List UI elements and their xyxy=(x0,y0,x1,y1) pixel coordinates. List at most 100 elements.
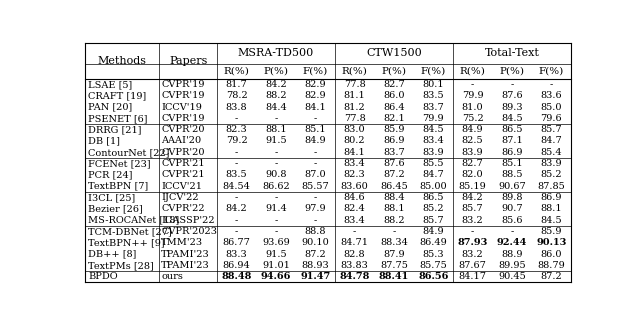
Text: 82.5: 82.5 xyxy=(462,137,483,146)
Text: CVPR'19: CVPR'19 xyxy=(161,114,205,123)
Text: PCR [24]: PCR [24] xyxy=(88,171,132,180)
Text: CVPR'21: CVPR'21 xyxy=(161,171,205,180)
Text: 79.9: 79.9 xyxy=(462,91,483,100)
Text: Papers: Papers xyxy=(169,56,207,66)
Text: 86.62: 86.62 xyxy=(262,182,290,191)
Text: 87.2: 87.2 xyxy=(305,250,326,259)
Text: 88.1: 88.1 xyxy=(541,204,562,213)
Text: TextPMs [28]: TextPMs [28] xyxy=(88,261,154,270)
Text: 83.83: 83.83 xyxy=(340,261,369,270)
Text: 84.1: 84.1 xyxy=(305,103,326,112)
Text: 83.2: 83.2 xyxy=(462,250,484,259)
Text: 88.8: 88.8 xyxy=(305,227,326,236)
Text: 90.45: 90.45 xyxy=(498,272,526,281)
Text: R(%): R(%) xyxy=(460,67,486,76)
Text: 81.2: 81.2 xyxy=(344,103,365,112)
Text: 85.1: 85.1 xyxy=(501,159,523,168)
Text: TCM-DBNet [27]: TCM-DBNet [27] xyxy=(88,227,172,236)
Text: CRAFT [19]: CRAFT [19] xyxy=(88,91,146,100)
Text: -: - xyxy=(314,114,317,123)
Text: 85.5: 85.5 xyxy=(422,159,444,168)
Text: AAAI'20: AAAI'20 xyxy=(161,137,202,146)
Text: -: - xyxy=(510,227,514,236)
Text: 90.13: 90.13 xyxy=(536,238,566,247)
Text: CVPR'20: CVPR'20 xyxy=(161,148,205,157)
Text: 84.4: 84.4 xyxy=(265,103,287,112)
Text: 80.1: 80.1 xyxy=(422,80,444,89)
Text: 88.2: 88.2 xyxy=(383,216,404,225)
Text: 87.93: 87.93 xyxy=(458,238,488,247)
Text: 90.67: 90.67 xyxy=(498,182,526,191)
Text: CVPR'19: CVPR'19 xyxy=(161,80,205,89)
Text: 82.8: 82.8 xyxy=(344,250,365,259)
Text: 88.2: 88.2 xyxy=(265,91,287,100)
Text: BPDO: BPDO xyxy=(88,272,118,281)
Text: PAN [20]: PAN [20] xyxy=(88,103,132,112)
Text: 83.3: 83.3 xyxy=(226,250,248,259)
Text: -: - xyxy=(275,193,278,202)
Text: 82.0: 82.0 xyxy=(462,171,483,180)
Text: CTW1500: CTW1500 xyxy=(366,48,422,59)
Text: TPAMI'23: TPAMI'23 xyxy=(161,261,210,270)
Text: -: - xyxy=(471,227,474,236)
Text: 88.4: 88.4 xyxy=(383,193,404,202)
Text: 86.49: 86.49 xyxy=(419,238,447,247)
Text: 81.1: 81.1 xyxy=(344,91,365,100)
Text: 84.17: 84.17 xyxy=(459,272,486,281)
Text: 84.9: 84.9 xyxy=(462,125,483,134)
Text: 91.5: 91.5 xyxy=(265,137,287,146)
Text: 77.8: 77.8 xyxy=(344,114,365,123)
Text: 84.5: 84.5 xyxy=(501,114,523,123)
Text: 82.9: 82.9 xyxy=(305,91,326,100)
Text: Methods: Methods xyxy=(98,56,147,66)
Text: 93.69: 93.69 xyxy=(262,238,290,247)
Text: 86.0: 86.0 xyxy=(541,250,562,259)
Text: 86.9: 86.9 xyxy=(383,137,404,146)
Text: 88.41: 88.41 xyxy=(379,272,409,281)
Text: LSAE [5]: LSAE [5] xyxy=(88,80,132,89)
Text: CVPR'22: CVPR'22 xyxy=(161,204,205,213)
Text: MSRA-TD500: MSRA-TD500 xyxy=(238,48,314,59)
Text: 83.9: 83.9 xyxy=(462,148,483,157)
Text: 88.48: 88.48 xyxy=(221,272,252,281)
Text: 83.6: 83.6 xyxy=(541,91,562,100)
Text: 81.0: 81.0 xyxy=(462,103,483,112)
Text: CVPR'2023: CVPR'2023 xyxy=(161,227,218,236)
Text: CVPR'20: CVPR'20 xyxy=(161,125,205,134)
Text: -: - xyxy=(550,80,553,89)
Text: 85.0: 85.0 xyxy=(541,103,562,112)
Text: 87.1: 87.1 xyxy=(501,137,523,146)
Text: -: - xyxy=(392,227,396,236)
Text: 86.4: 86.4 xyxy=(383,103,404,112)
Text: 91.4: 91.4 xyxy=(265,204,287,213)
Text: -: - xyxy=(235,114,238,123)
Text: -: - xyxy=(353,227,356,236)
Text: -: - xyxy=(275,148,278,157)
Text: 85.75: 85.75 xyxy=(419,261,447,270)
Text: 87.2: 87.2 xyxy=(383,171,405,180)
Text: 94.66: 94.66 xyxy=(260,272,291,281)
Text: TMM'23: TMM'23 xyxy=(161,238,204,247)
Text: Total-Text: Total-Text xyxy=(484,48,540,59)
Text: 82.3: 82.3 xyxy=(226,125,248,134)
Text: 85.6: 85.6 xyxy=(501,216,523,225)
Text: -: - xyxy=(275,114,278,123)
Text: 86.77: 86.77 xyxy=(223,238,250,247)
Text: 85.00: 85.00 xyxy=(419,182,447,191)
Text: 88.79: 88.79 xyxy=(538,261,565,270)
Text: 75.2: 75.2 xyxy=(462,114,484,123)
Text: 83.7: 83.7 xyxy=(422,103,444,112)
Text: 86.45: 86.45 xyxy=(380,182,408,191)
Text: 82.9: 82.9 xyxy=(305,80,326,89)
Text: -: - xyxy=(235,148,238,157)
Text: 85.7: 85.7 xyxy=(541,125,562,134)
Text: -: - xyxy=(314,193,317,202)
Text: 83.0: 83.0 xyxy=(344,125,365,134)
Text: 83.5: 83.5 xyxy=(226,171,248,180)
Text: ICCV'21: ICCV'21 xyxy=(161,182,202,191)
Text: 88.34: 88.34 xyxy=(380,238,408,247)
Text: 85.2: 85.2 xyxy=(541,171,562,180)
Text: CVPR'19: CVPR'19 xyxy=(161,91,205,100)
Text: 90.10: 90.10 xyxy=(301,238,329,247)
Text: F(%): F(%) xyxy=(539,67,564,76)
